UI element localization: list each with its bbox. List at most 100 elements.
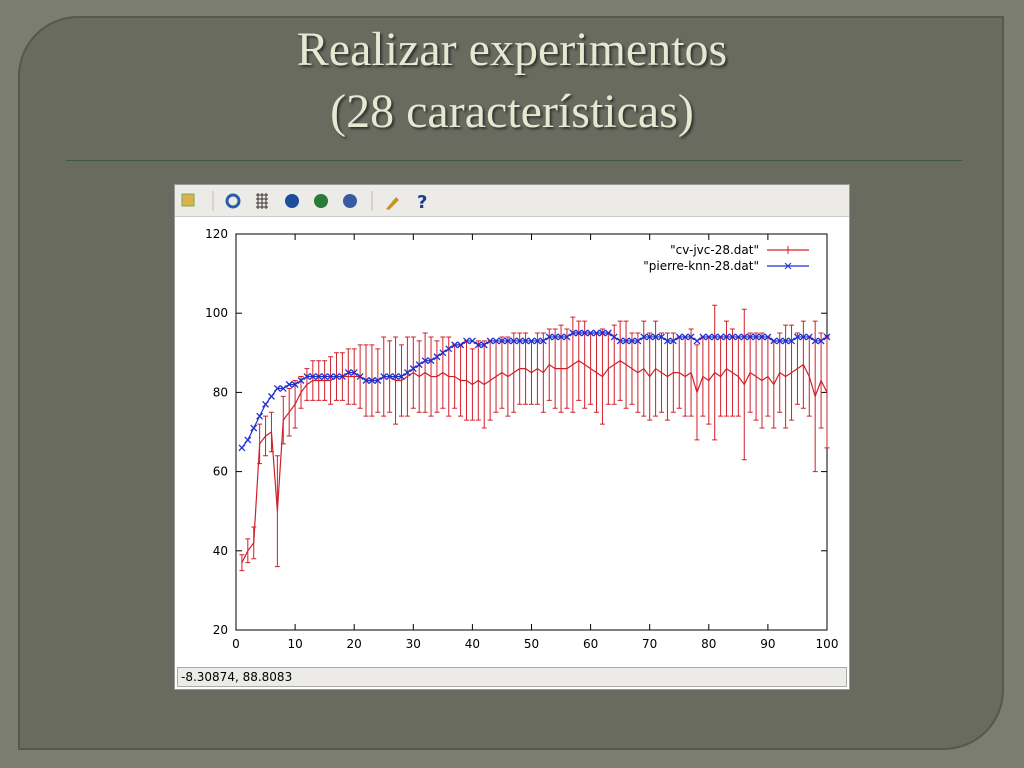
copy-icon[interactable]: [181, 193, 195, 207]
point-marker: [746, 333, 754, 341]
point-marker: [368, 377, 376, 384]
error-bar: [540, 332, 546, 413]
legend-label: "cv-jvc-28.dat": [670, 243, 759, 257]
point-marker: [717, 333, 725, 341]
point-marker: [315, 373, 323, 381]
point-marker: [380, 373, 388, 381]
series-line: [241, 332, 828, 449]
error-bar: [469, 348, 475, 421]
error-bar: [280, 395, 286, 445]
point-marker: [244, 436, 252, 444]
error-bar: [594, 332, 600, 413]
error-bar: [783, 324, 789, 429]
y-tick-label: 100: [205, 306, 228, 320]
error-bar: [670, 332, 676, 413]
error-bar: [599, 328, 605, 425]
error-bar: [700, 336, 706, 417]
settings-icon[interactable]: [386, 197, 399, 210]
point-marker: [386, 373, 394, 381]
point-marker: [640, 333, 648, 341]
point-marker: [374, 377, 382, 384]
error-bar: [422, 332, 428, 413]
point-marker: [628, 337, 636, 345]
rule: [66, 160, 962, 161]
toolbar-icons: ?: [181, 191, 427, 213]
error-bar: [286, 387, 292, 437]
error-bar: [747, 332, 753, 413]
grid-icon[interactable]: [256, 193, 268, 209]
point-marker: [776, 337, 784, 345]
point-marker: [758, 333, 766, 341]
autoscale-icon[interactable]: [343, 194, 357, 208]
x-tick-label: 0: [232, 637, 240, 651]
error-bar: [322, 360, 328, 401]
x-tick-label: 40: [465, 637, 480, 651]
point-marker: [823, 333, 831, 341]
error-bar: [251, 526, 257, 560]
point-marker: [587, 329, 595, 337]
point-marker: [474, 341, 482, 349]
point-marker: [734, 333, 742, 341]
error-bar: [523, 332, 529, 405]
error-bar: [534, 332, 540, 405]
error-bar: [771, 340, 777, 429]
toolbar: ?: [175, 185, 849, 217]
point-marker: [563, 333, 571, 341]
error-bar: [505, 336, 511, 417]
point-marker: [285, 381, 293, 388]
error-bar: [446, 336, 452, 417]
error-bar: [499, 336, 505, 409]
point-marker: [817, 337, 825, 345]
point-marker: [646, 333, 654, 341]
point-marker: [291, 381, 299, 388]
point-marker: [398, 373, 405, 381]
slide-title: Realizar experimentos: [296, 23, 728, 76]
y-tick-label: 20: [213, 623, 228, 637]
point-marker: [262, 400, 270, 408]
point-marker: [681, 333, 689, 341]
point-marker: [451, 341, 459, 349]
point-marker: [421, 357, 429, 365]
legend-label: "pierre-knn-28.dat": [643, 259, 759, 273]
error-bar: [688, 328, 694, 417]
point-marker: [392, 373, 400, 381]
y-tick-label: 80: [213, 385, 228, 399]
error-bar: [274, 455, 280, 568]
error-bar: [682, 336, 688, 417]
error-bar: [292, 380, 298, 429]
point-marker: [699, 333, 707, 341]
point-marker: [634, 337, 642, 345]
gnuplot-window: ? 20 40 60 80 100 120 0 10 20 30 40 50 60 70 80 90 100 "c…: [174, 184, 850, 690]
point-marker: [350, 369, 358, 377]
help-icon[interactable]: ?: [417, 192, 427, 213]
error-bar: [659, 332, 665, 413]
y-tick-label: 120: [205, 227, 228, 241]
error-bar: [263, 415, 269, 457]
point-marker: [268, 392, 275, 400]
zoom-next-icon[interactable]: [314, 194, 328, 208]
series-line: [241, 359, 828, 563]
point-marker: [516, 337, 524, 345]
error-bar: [511, 332, 517, 413]
point-marker: [362, 377, 370, 384]
zoom-prev-icon[interactable]: [285, 194, 299, 208]
error-bar: [481, 340, 487, 429]
point-marker: [279, 384, 287, 392]
x-tick-label: 20: [347, 637, 362, 651]
point-marker: [610, 333, 618, 341]
point-marker: [752, 333, 760, 341]
point-marker: [711, 333, 719, 341]
status-bar: -8.30874, 88.8083: [177, 667, 847, 687]
point-marker: [793, 333, 801, 341]
point-marker: [811, 337, 819, 345]
error-bar: [298, 376, 304, 409]
error-bar: [664, 332, 670, 421]
point-marker: [723, 333, 730, 341]
replot-icon[interactable]: [225, 193, 241, 209]
error-bar: [239, 554, 245, 572]
error-bar: [729, 328, 735, 417]
legend-marker: [784, 262, 792, 270]
point-marker: [498, 337, 506, 345]
point-marker: [705, 333, 713, 341]
